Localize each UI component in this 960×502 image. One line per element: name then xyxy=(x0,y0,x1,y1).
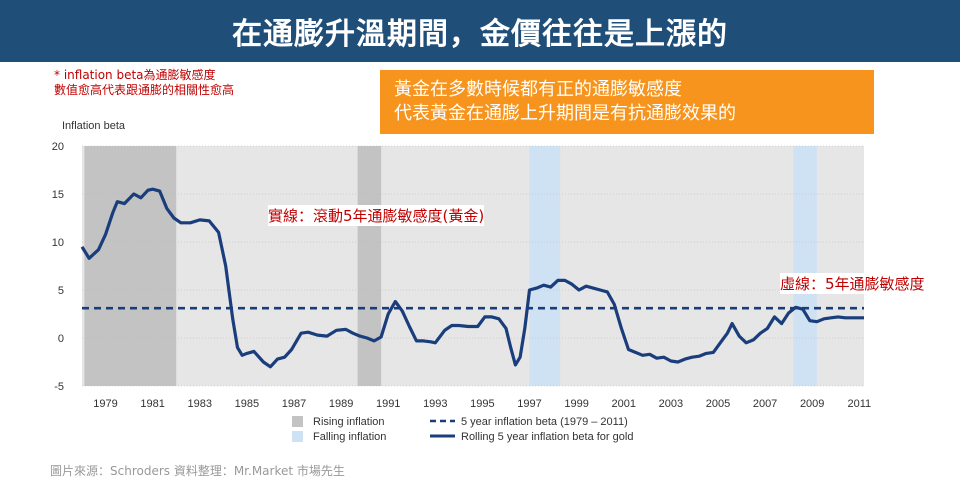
y-tick-label: 5 xyxy=(58,285,64,297)
note-line-2: 數值愈高代表跟通膨的相關性愈高 xyxy=(54,83,235,97)
x-tick-label: 2003 xyxy=(659,398,683,410)
x-tick-label: 2001 xyxy=(612,398,636,410)
legend-label-solid: Rolling 5 year inflation beta for gold xyxy=(461,431,633,443)
gold-beta-series-line xyxy=(80,187,864,369)
x-tick-label: 1979 xyxy=(93,398,117,410)
x-tick-label: 1981 xyxy=(140,398,164,410)
x-tick-label: 2007 xyxy=(753,398,777,410)
x-tick-label: 1985 xyxy=(235,398,259,410)
dashed-line-annotation: 虛線：5年通膨敏感度 xyxy=(780,273,925,294)
y-tick-label: 15 xyxy=(52,189,64,201)
x-tick-label: 1989 xyxy=(329,398,353,410)
chart-legend: Rising inflation Falling inflation 5 year … xyxy=(292,416,633,443)
legend-label-dashed: 5 year inflation beta (1979 – 2011) xyxy=(461,416,628,428)
legend-label-falling: Falling inflation xyxy=(313,431,386,443)
inflation-beta-chart: 20 15 10 5 0 -5 1979 1981 1983 1985 1987 1989 1991 19… xyxy=(52,120,871,443)
note-line-1: * inflation beta為通膨敏感度 xyxy=(54,68,216,82)
falling-inflation-band xyxy=(529,146,561,386)
legend-swatch-rising xyxy=(292,416,303,427)
rising-inflation-band xyxy=(84,146,177,386)
callout-line-2: 代表黃金在通膨上升期間是有抗通膨效果的 xyxy=(394,103,736,124)
rising-inflation-band xyxy=(357,146,382,386)
x-tick-label: 1999 xyxy=(564,398,588,410)
page-title: 在通膨升溫期間，金價往往是上漲的 xyxy=(232,17,728,52)
x-tick-label: 1991 xyxy=(376,398,400,410)
y-axis-label: Inflation beta xyxy=(62,120,126,132)
x-tick-label: 2011 xyxy=(847,398,871,410)
plot-area xyxy=(82,146,864,386)
falling-inflation-band xyxy=(793,146,817,386)
legend-label-rising: Rising inflation xyxy=(313,416,385,428)
y-tick-label: -5 xyxy=(54,381,64,393)
y-tick-label: 10 xyxy=(52,237,64,249)
x-tick-label: 2009 xyxy=(800,398,824,410)
y-tick-label: 0 xyxy=(58,333,64,345)
gold-callout-box: 黃金在多數時候都有正的通膨敏感度 代表黃金在通膨上升期間是有抗通膨效果的 xyxy=(380,70,874,134)
legend-swatch-falling xyxy=(292,431,303,442)
source-credit: 圖片來源：Schroders 資料整理：Mr.Market 市場先生 xyxy=(50,464,345,478)
x-tick-label: 1987 xyxy=(282,398,306,410)
x-tick-label: 1995 xyxy=(470,398,494,410)
y-tick-label: 20 xyxy=(52,141,64,153)
solid-line-annotation: 實線：滾動5年通膨敏感度(黃金) xyxy=(268,205,485,226)
x-tick-label: 1983 xyxy=(188,398,212,410)
title-banner: 在通膨升溫期間，金價往往是上漲的 xyxy=(0,0,960,62)
x-tick-label: 1997 xyxy=(517,398,541,410)
x-tick-label: 2005 xyxy=(706,398,730,410)
x-tick-label: 1993 xyxy=(423,398,447,410)
callout-line-1: 黃金在多數時候都有正的通膨敏感度 xyxy=(394,79,682,100)
inflation-beta-note: * inflation beta為通膨敏感度 數值愈高代表跟通膨的相關性愈高 xyxy=(54,68,234,98)
